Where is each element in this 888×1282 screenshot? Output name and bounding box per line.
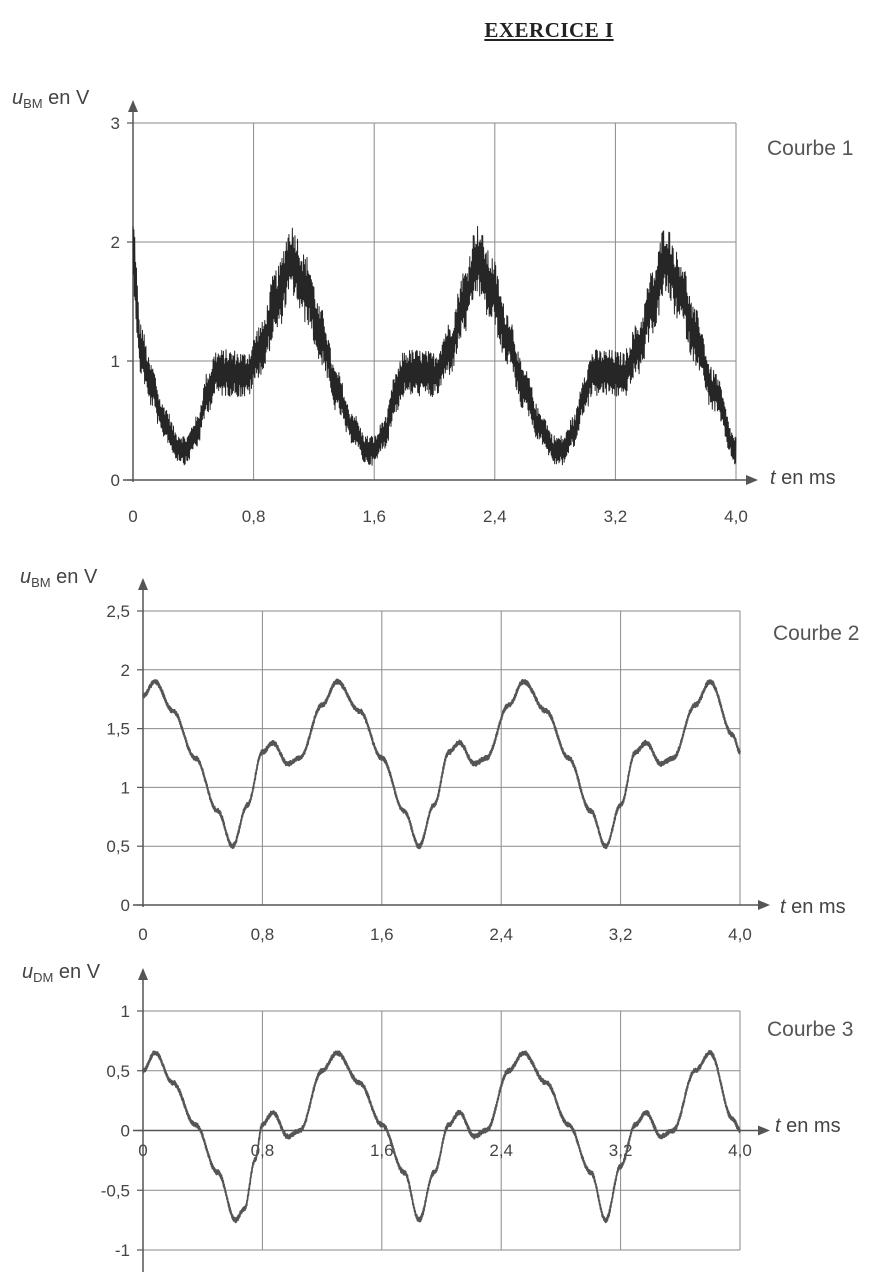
page-title: EXERCICE I bbox=[484, 18, 614, 42]
chart3-y-tick-label: 1 bbox=[121, 1002, 130, 1021]
chart1-y-axis-arrow bbox=[128, 100, 138, 112]
chart1-y-tick-label: 2 bbox=[111, 233, 120, 252]
chart2-y-tick-label: 2 bbox=[121, 661, 130, 680]
chart3-y-tick-label: 0 bbox=[121, 1122, 130, 1141]
chart2-y-tick-label: 0,5 bbox=[106, 837, 130, 856]
chart3-y-tick-label: -0,5 bbox=[101, 1181, 130, 1200]
chart3-x-tick-label: 0 bbox=[138, 1141, 147, 1160]
chart2-y-axis-arrow bbox=[138, 578, 148, 590]
chart2-x-axis-arrow bbox=[758, 900, 770, 910]
chart3-curve-name: Courbe 3 bbox=[767, 1018, 853, 1041]
chart1-x-tick-label: 0,8 bbox=[242, 507, 266, 526]
chart2-y-tick-label: 2,5 bbox=[106, 602, 130, 621]
chart1-x-tick-label: 1,6 bbox=[362, 507, 386, 526]
chart3-y-axis-arrow bbox=[138, 968, 148, 980]
chart3-x-axis-arrow bbox=[758, 1125, 770, 1136]
chart3-y-axis-label: uDM en V bbox=[22, 961, 101, 985]
chart2-y-axis-label: uBM en V bbox=[20, 566, 98, 590]
chart2-x-tick-label: 3,2 bbox=[609, 925, 633, 944]
chart1-y-tick-label: 3 bbox=[111, 114, 120, 133]
chart3-y-tick-label: -1 bbox=[115, 1241, 130, 1260]
chart3-series-line bbox=[142, 1049, 741, 1224]
chart2-curve-name: Courbe 2 bbox=[773, 622, 859, 645]
chart1-x-tick-label: 4,0 bbox=[724, 507, 748, 526]
chart1-x-axis-label: t en ms bbox=[770, 467, 836, 489]
chart3-y-tick-label: 0,5 bbox=[106, 1062, 130, 1081]
chart2-y-tick-label: 1 bbox=[121, 778, 130, 797]
page-title-wrap: EXERCICE I bbox=[0, 18, 888, 43]
chart1-x-axis-arrow bbox=[746, 475, 758, 485]
chart3-x-tick-label: 4,0 bbox=[728, 1141, 752, 1160]
chart3-x-tick-label: 2,4 bbox=[489, 1141, 513, 1160]
chart2-x-tick-label: 4,0 bbox=[728, 925, 752, 944]
chart1-y-tick-label: 0 bbox=[111, 471, 120, 490]
chart2-series-line bbox=[142, 678, 741, 850]
chart3-x-tick-label: 0,8 bbox=[251, 1141, 275, 1160]
chart1-x-tick-label: 0 bbox=[128, 507, 137, 526]
chart2-x-axis-label: t en ms bbox=[780, 896, 846, 918]
chart2-y-tick-label: 1,5 bbox=[106, 720, 130, 739]
chart2-y-tick-label: 0 bbox=[121, 896, 130, 915]
chart2-x-tick-label: 0 bbox=[138, 925, 147, 944]
chart2-x-tick-label: 2,4 bbox=[489, 925, 513, 944]
chart1-y-axis-label: uBM en V bbox=[12, 87, 90, 111]
chart1-y-tick-label: 1 bbox=[111, 352, 120, 371]
chart1-x-tick-label: 2,4 bbox=[483, 507, 507, 526]
chart2-x-tick-label: 0,8 bbox=[251, 925, 275, 944]
chart1-curve-name: Courbe 1 bbox=[767, 137, 853, 160]
chart2-x-tick-label: 1,6 bbox=[370, 925, 394, 944]
chart1-x-tick-label: 3,2 bbox=[604, 507, 628, 526]
chart1-series-line bbox=[132, 225, 737, 466]
chart3-x-axis-label: t en ms bbox=[775, 1115, 841, 1137]
chart3-x-tick-label: 1,6 bbox=[370, 1141, 394, 1160]
